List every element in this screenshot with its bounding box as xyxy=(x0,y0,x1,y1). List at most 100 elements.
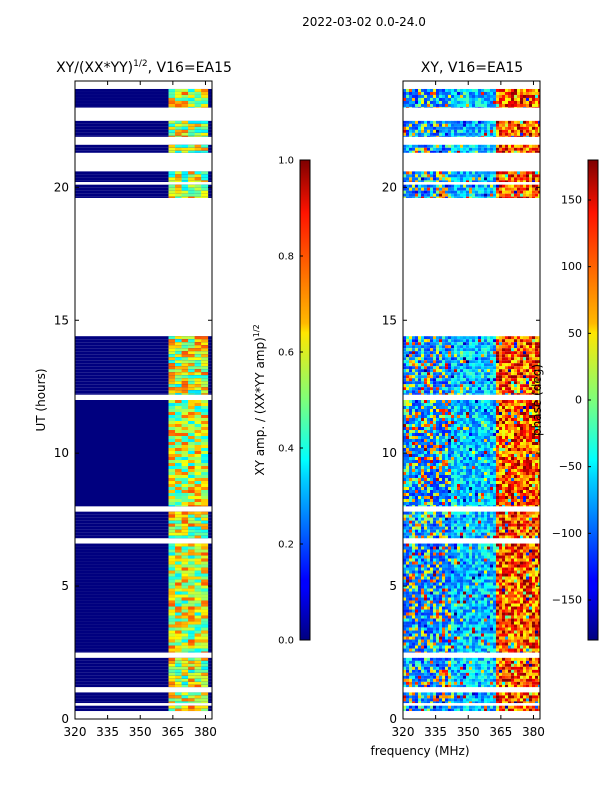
heatmap-cell xyxy=(421,469,425,472)
heatmap-cell xyxy=(490,535,494,539)
heatmap-cell xyxy=(424,546,428,550)
phase-panel-title: XY, V16=EA15 xyxy=(421,60,523,76)
heatmap-cell xyxy=(508,642,512,646)
heatmap-cell xyxy=(466,466,470,469)
heatmap-cell xyxy=(469,409,473,412)
heatmap-cell xyxy=(188,660,196,664)
heatmap-cell xyxy=(454,448,458,451)
heatmap-cell xyxy=(430,582,434,586)
heatmap-cell xyxy=(409,615,413,619)
heatmap-cell xyxy=(538,451,540,454)
heatmap-cell xyxy=(532,692,536,696)
heatmap-cell xyxy=(403,558,407,562)
heatmap-cell xyxy=(188,132,196,136)
heatmap-cell xyxy=(442,675,446,679)
heatmap-cell xyxy=(427,582,431,586)
heatmap-cell xyxy=(523,558,527,562)
heatmap-cell xyxy=(201,666,209,670)
heatmap-cell xyxy=(430,612,434,616)
heatmap-cell xyxy=(418,701,422,704)
heatmap-cell xyxy=(517,451,521,454)
heatmap-cell xyxy=(523,588,527,592)
heatmap-cell xyxy=(523,701,527,704)
heatmap-cell xyxy=(433,627,437,631)
heatmap-cell xyxy=(75,448,212,451)
heatmap-cell xyxy=(505,648,509,652)
heatmap-cell xyxy=(478,445,482,448)
heatmap-cell xyxy=(511,433,515,436)
heatmap-cell xyxy=(188,345,196,349)
heatmap-cell xyxy=(194,171,202,175)
heatmap-cell xyxy=(511,558,515,562)
heatmap-cell xyxy=(478,549,482,553)
heatmap-cell xyxy=(433,585,437,589)
heatmap-cell xyxy=(511,564,515,568)
heatmap-cell xyxy=(168,526,176,530)
heatmap-cell xyxy=(439,564,443,568)
heatmap-cell xyxy=(526,660,530,664)
heatmap-cell xyxy=(445,442,449,445)
heatmap-cell xyxy=(201,695,209,699)
colorbar-tick-label: 0.8 xyxy=(278,252,294,263)
heatmap-cell xyxy=(481,621,485,625)
heatmap-cell xyxy=(194,106,202,108)
heatmap-cell xyxy=(181,190,189,194)
heatmap-cell xyxy=(475,618,479,622)
heatmap-cell xyxy=(490,633,494,637)
heatmap-cell xyxy=(469,442,473,445)
heatmap-cell xyxy=(448,701,452,704)
heatmap-cell xyxy=(484,520,488,524)
heatmap-cell xyxy=(514,532,518,536)
heatmap-cell xyxy=(418,669,422,673)
heatmap-cell xyxy=(188,698,196,702)
heatmap-cell xyxy=(529,705,533,709)
heatmap-cell xyxy=(490,603,494,607)
heatmap-cell xyxy=(493,430,497,433)
heatmap-cell xyxy=(436,633,440,637)
heatmap-cell xyxy=(493,433,497,436)
heatmap-cell xyxy=(478,514,482,518)
heatmap-cell xyxy=(188,193,196,197)
heatmap-cell xyxy=(436,409,440,412)
heatmap-cell xyxy=(520,660,524,664)
heatmap-cell xyxy=(448,561,452,565)
heatmap-cell xyxy=(469,546,473,550)
heatmap-cell xyxy=(499,523,503,527)
heatmap-cell xyxy=(421,517,425,521)
heatmap-cell xyxy=(442,439,446,442)
heatmap-cell xyxy=(481,403,485,406)
heatmap-cell xyxy=(439,424,443,427)
heatmap-cell xyxy=(448,705,452,709)
heatmap-cell xyxy=(406,451,410,454)
heatmap-cell xyxy=(168,481,176,484)
heatmap-cell xyxy=(412,597,416,601)
heatmap-cell xyxy=(469,433,473,436)
heatmap-cell xyxy=(532,588,536,592)
heatmap-cell xyxy=(481,517,485,521)
heatmap-cell xyxy=(418,433,422,436)
heatmap-cell xyxy=(427,597,431,601)
heatmap-cell xyxy=(535,445,539,448)
heatmap-cell xyxy=(181,496,189,499)
heatmap-cell xyxy=(478,421,482,424)
heatmap-cell xyxy=(496,514,500,518)
heatmap-cell xyxy=(188,642,196,646)
heatmap-cell xyxy=(75,594,212,598)
heatmap-cell xyxy=(412,603,416,607)
heatmap-cell xyxy=(75,187,212,191)
heatmap-cell xyxy=(427,451,431,454)
heatmap-cell xyxy=(475,681,479,685)
heatmap-cell xyxy=(188,187,196,191)
heatmap-cell xyxy=(439,555,443,559)
heatmap-cell xyxy=(427,552,431,556)
heatmap-cell xyxy=(445,526,449,530)
heatmap-cell xyxy=(188,487,196,490)
heatmap-cell xyxy=(201,681,209,685)
heatmap-cell xyxy=(412,675,416,679)
heatmap-cell xyxy=(466,436,470,439)
heatmap-cell xyxy=(508,618,512,622)
heatmap-cell xyxy=(168,430,176,433)
heatmap-cell xyxy=(451,692,455,696)
heatmap-cell xyxy=(481,564,485,568)
heatmap-cell xyxy=(175,496,183,499)
